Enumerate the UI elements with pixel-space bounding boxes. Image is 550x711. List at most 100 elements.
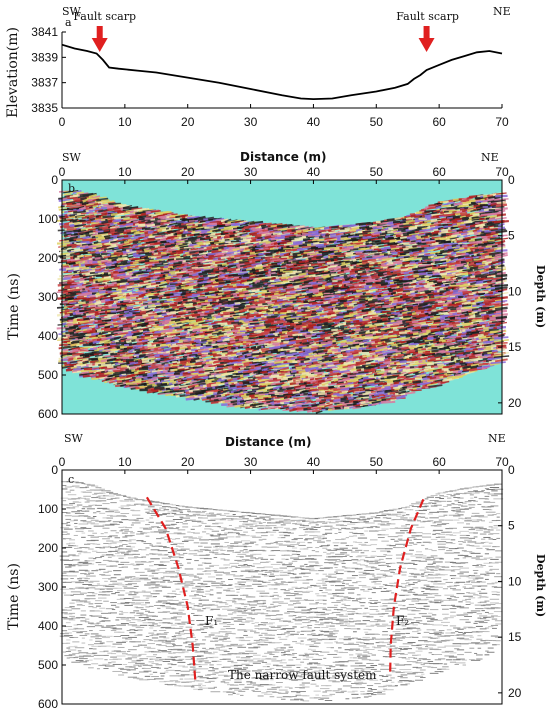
radar-reflection xyxy=(110,361,119,365)
radar-reflection xyxy=(82,224,91,228)
radar-reflection xyxy=(108,267,122,272)
y-tick-label: 3839 xyxy=(31,50,58,64)
radar-reflection xyxy=(116,316,126,320)
radar-reflection xyxy=(96,197,109,202)
radar-reflection xyxy=(102,214,115,219)
panel-a-sw-label: SW xyxy=(62,5,82,18)
fault-scarp-arrow-icon xyxy=(91,26,108,52)
radar-reflection xyxy=(267,383,283,387)
radar-reflection xyxy=(115,341,127,345)
panel-a-ne-label: NE xyxy=(493,5,511,18)
radar-reflection xyxy=(284,357,297,361)
radar-reflection xyxy=(94,354,104,358)
radar-reflection xyxy=(99,348,112,352)
x-tick-label: 20 xyxy=(181,115,195,129)
radar-reflection xyxy=(79,371,94,377)
radar-reflection xyxy=(122,308,133,312)
panel-b-sw-label: SW xyxy=(62,151,82,164)
radar-reflection xyxy=(67,290,80,294)
radar-reflection xyxy=(72,190,82,195)
panel-b-ne-label: NE xyxy=(481,151,499,164)
x-tick-label: 60 xyxy=(432,115,446,129)
radar-reflection xyxy=(120,259,129,264)
radar-reflection xyxy=(101,280,109,284)
radar-reflection xyxy=(91,252,101,257)
radar-reflection xyxy=(99,339,111,343)
radar-reflection xyxy=(91,195,101,199)
radar-reflection xyxy=(80,268,93,272)
radar-reflection xyxy=(85,341,94,345)
radar-reflection xyxy=(108,305,122,309)
radar-reflection xyxy=(84,214,95,218)
panel-a-letter: a xyxy=(65,16,72,29)
radar-reflection xyxy=(126,315,135,320)
radar-reflection xyxy=(84,277,95,281)
fault-scarp-label: Fault scarp xyxy=(73,10,136,23)
radar-reflection xyxy=(110,234,120,238)
radar-reflection xyxy=(88,193,97,198)
radar-reflection xyxy=(69,217,79,223)
x-tick-label: 0 xyxy=(59,115,66,129)
radar-reflection xyxy=(76,205,85,210)
radar-reflection xyxy=(64,203,78,207)
radar-reflection xyxy=(72,327,82,332)
radar-reflection xyxy=(79,279,88,284)
radar-reflection xyxy=(74,285,87,288)
radar-reflection xyxy=(85,204,95,208)
radar-reflection xyxy=(68,272,80,276)
radar-reflection xyxy=(271,303,285,307)
radar-reflection xyxy=(94,270,104,274)
radar-reflection xyxy=(82,296,91,301)
radar-reflection xyxy=(117,235,126,238)
radar-reflection xyxy=(80,256,93,261)
radar-reflection xyxy=(121,342,128,346)
x-tick-label: 30 xyxy=(244,115,258,129)
x-tick-label: 70 xyxy=(495,115,509,129)
radar-reflection xyxy=(80,262,93,267)
radar-reflection xyxy=(271,314,280,318)
radar-reflection xyxy=(63,190,79,194)
radar-reflection xyxy=(108,373,122,378)
radar-reflection xyxy=(82,192,97,198)
radar-reflection xyxy=(64,192,72,196)
radar-reflection xyxy=(66,204,82,208)
radar-reflection xyxy=(118,270,130,274)
panel-b-x-axis-title: Distance (m) xyxy=(240,150,327,164)
radar-reflection xyxy=(123,243,132,247)
radar-reflection xyxy=(79,341,88,345)
radar-reflection xyxy=(86,202,100,206)
radar-reflection xyxy=(120,367,129,371)
radar-reflection xyxy=(62,365,74,369)
y-tick-label: 3837 xyxy=(31,76,58,90)
radar-reflection xyxy=(117,237,131,241)
radar-reflection xyxy=(78,323,89,327)
radar-reflection xyxy=(90,221,102,225)
radar-reflection xyxy=(198,250,207,254)
panel-b-radargram-raw: SW NE Distance (m) b 0 10 20 30 40 50 60 700100… xyxy=(6,150,547,421)
radar-reflection xyxy=(73,253,82,258)
panel-a-elevation-profile: SW a NE Elevation(m) 0 10 20 30 40 50 60 703835… xyxy=(5,5,511,129)
radar-reflection xyxy=(76,352,85,356)
radar-reflection xyxy=(84,309,96,314)
radar-reflection xyxy=(254,394,271,398)
radar-reflection xyxy=(62,344,79,349)
radar-reflection xyxy=(110,292,120,296)
x-tick-label: 40 xyxy=(307,115,321,129)
radar-reflection xyxy=(72,348,89,353)
y-tick-label: 3835 xyxy=(31,101,58,115)
radar-reflection xyxy=(100,308,117,312)
radar-reflection xyxy=(100,360,110,364)
fault-scarp-label: Fault scarp xyxy=(396,10,459,23)
radar-reflection xyxy=(60,251,75,255)
radar-reflection xyxy=(103,302,114,306)
elevation-line xyxy=(61,43,503,101)
radar-reflection xyxy=(102,200,115,204)
radar-reflection xyxy=(111,225,118,228)
radar-reflection xyxy=(108,208,121,211)
radar-reflection xyxy=(124,268,131,273)
radar-reflection xyxy=(70,196,78,200)
radar-reflection xyxy=(126,270,135,274)
radar-reflection xyxy=(69,332,79,335)
radar-reflection xyxy=(101,199,110,202)
